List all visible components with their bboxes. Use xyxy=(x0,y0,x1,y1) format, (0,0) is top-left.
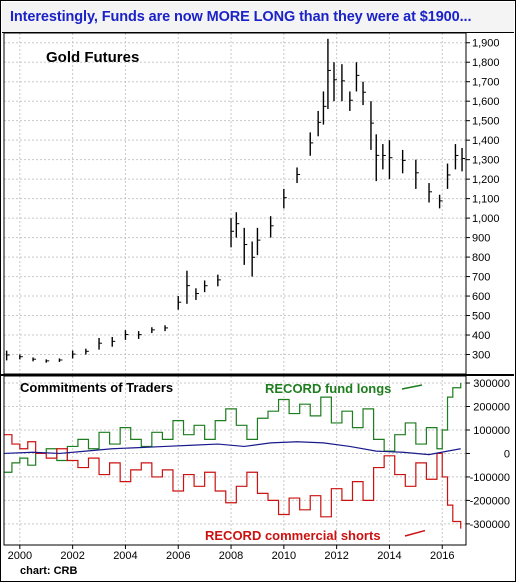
price-y-tick-label: 1,500 xyxy=(472,116,500,128)
price-y-tick-label: 800 xyxy=(472,252,490,264)
price-y-tick-label: 1,200 xyxy=(472,174,500,186)
price-y-tick-label: 1,100 xyxy=(472,194,500,206)
price-y-tick-label: 500 xyxy=(472,311,490,323)
cot-y-tick-label: 100000 xyxy=(473,425,510,437)
cot-chart-title: Commitments of Traders xyxy=(20,380,173,395)
price-chart-title: Gold Futures xyxy=(46,49,139,66)
cot-series-commercial-shorts xyxy=(4,434,462,529)
cot-y-tick-label: 300000 xyxy=(473,378,510,390)
price-y-tick-label: 400 xyxy=(472,330,490,342)
price-panel-border xyxy=(3,32,467,375)
cot-series-fund-longs xyxy=(4,383,462,473)
price-series xyxy=(5,38,466,363)
headline-text: Interestingly, Funds are now MORE LONG t… xyxy=(10,9,472,25)
x-tick-label: 2014 xyxy=(377,550,401,562)
price-y-tick-label: 1,800 xyxy=(472,57,500,69)
price-y-tick-label: 1,900 xyxy=(472,38,500,50)
cot-y-tick-label: -100000 xyxy=(470,472,510,484)
x-tick-label: 2000 xyxy=(8,550,32,562)
x-tick-label: 2012 xyxy=(324,550,348,562)
x-tick-label: 2004 xyxy=(113,550,137,562)
cot-y-tick-label: 0 xyxy=(504,448,510,460)
price-y-tick-label: 1,400 xyxy=(472,135,500,147)
chart-credit: chart: CRB xyxy=(20,565,78,577)
cot-series xyxy=(3,383,462,529)
price-y-tick-label: 1,600 xyxy=(472,96,500,108)
annotation-record-commercial-shorts: RECORD commercial shorts xyxy=(205,528,381,543)
labels: Gold Futures Commitments of Traders RECORD… xyxy=(20,49,426,543)
cot-y-tick-label: -300000 xyxy=(470,519,510,531)
x-tick-label: 2002 xyxy=(60,550,84,562)
axes: 300 400 500 600 700 800 900 1,000 1,100 1,200 1,30… xyxy=(0,32,514,562)
price-y-tick-label: 300 xyxy=(472,350,490,362)
x-tick-label: 2006 xyxy=(166,550,190,562)
price-y-tick-label: 600 xyxy=(472,291,490,303)
price-y-tick-label: 1,700 xyxy=(472,77,500,89)
price-y-tick-label: 700 xyxy=(472,272,490,284)
annotation-record-fund-longs: RECORD fund longs xyxy=(265,381,391,396)
cot-y-tick-label: -200000 xyxy=(470,495,510,507)
headline-banner: Interestingly, Funds are now MORE LONG t… xyxy=(2,2,514,33)
annotation-fund-arrow xyxy=(401,384,423,390)
price-y-tick-label: 900 xyxy=(472,233,490,245)
x-tick-label: 2010 xyxy=(272,550,296,562)
cot-series-third xyxy=(3,441,461,456)
x-tick-label: 2008 xyxy=(219,550,243,562)
x-tick-label: 2016 xyxy=(430,550,454,562)
cot-y-tick-label: 200000 xyxy=(473,402,510,414)
price-y-tick-label: 1,000 xyxy=(472,213,500,225)
price-y-tick-label: 1,300 xyxy=(472,155,500,167)
grid-layer xyxy=(4,33,466,545)
annotation-shorts-arrow xyxy=(404,529,426,537)
